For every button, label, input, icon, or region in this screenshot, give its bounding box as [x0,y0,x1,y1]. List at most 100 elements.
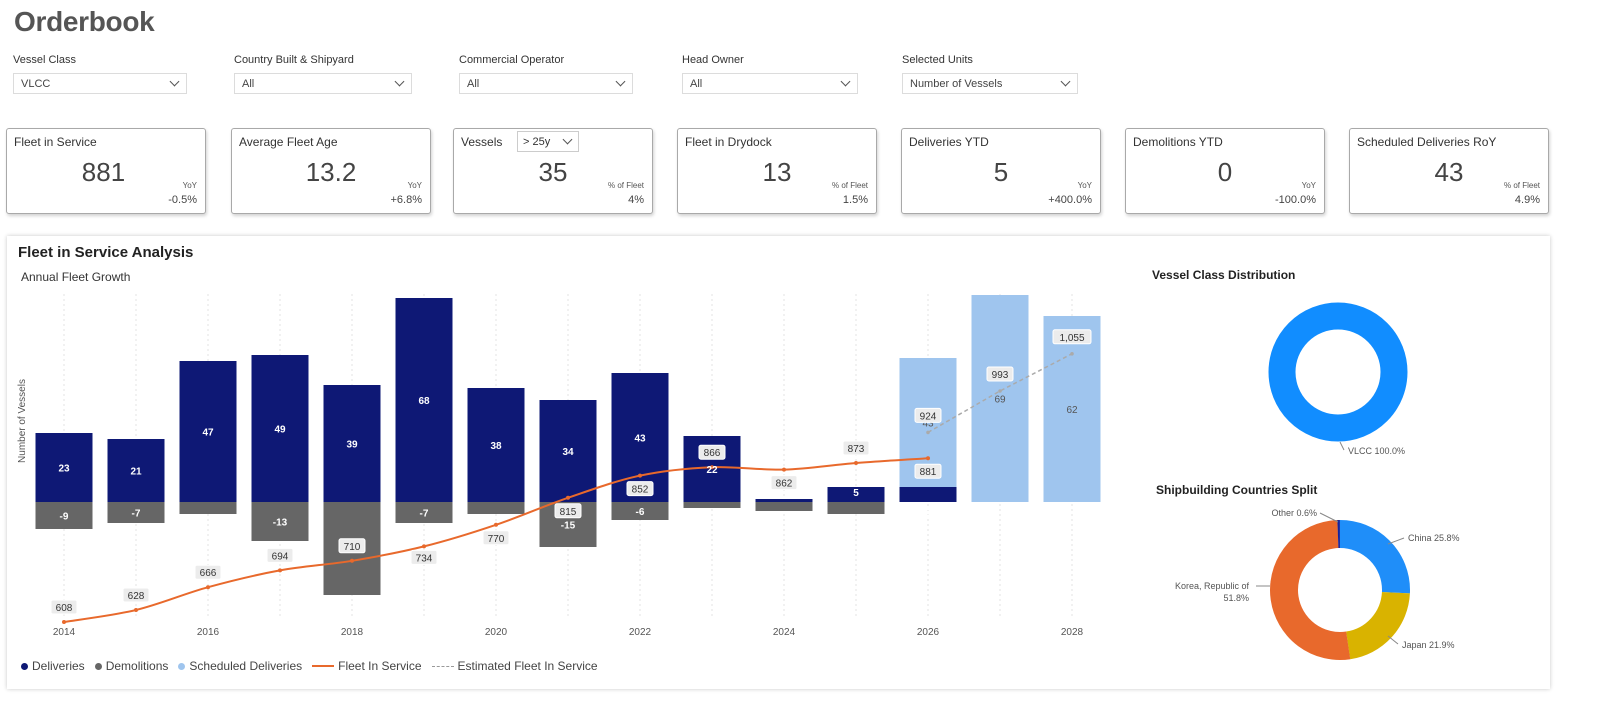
x-tick-label: 2022 [629,627,652,638]
delivery-value-label: 34 [562,447,574,458]
legend-line-estimated [431,665,454,667]
card-sub-label: % of Fleet [607,181,644,190]
korea-slice-percent: 51.8% [1223,593,1249,603]
chevron-down-icon [562,134,573,145]
vessel-class-label: Vessel Class [13,54,76,66]
delivery-value-label: 39 [346,440,358,451]
selected-units-slicer: Selected Units Number of Vessels [902,54,1078,94]
commercial-operator-label: Commercial Operator [459,54,565,66]
legend-estimated[interactable]: Estimated Fleet In Service [431,659,598,673]
vessel-age-dropdown[interactable]: > 25y [517,131,579,152]
fleet-value-label-box [194,564,222,580]
y-axis-title: Number of Vessels [17,379,28,463]
old-vessels-card: Vessels > 25y 35 % of Fleet 4% [453,128,653,214]
fleet-value-label: 608 [56,603,73,614]
x-tick-label: 2018 [341,627,364,638]
card-title: Scheduled Deliveries RoY [1357,135,1497,149]
scheduled-delivery-bar [971,295,1029,502]
card-change: -0.5% [168,194,197,206]
delivery-value-label: 49 [274,425,286,436]
fleet-value-label-box [842,440,870,456]
legend-demolitions[interactable]: Demolitions [94,659,168,673]
delivery-value-label: 47 [202,428,214,439]
estimated-fleet-point [926,430,930,435]
fleet-in-service-point [782,467,786,472]
card-sub-label: % of Fleet [1503,181,1540,190]
head-owner-value: All [690,78,703,90]
fleet-value-label: 873 [848,444,865,455]
delivery-bar [899,487,957,502]
estimated-value-label-box [1052,329,1092,345]
fleet-in-service-point [494,522,498,527]
demolitions-ytd-card: Demolitions YTD 0 YoY -100.0% [1125,128,1325,214]
shipbuilding-countries-title: Shipbuilding Countries Split [1156,483,1318,497]
fleet-in-service-point [926,456,930,461]
scheduled-deliveries-card: Scheduled Deliveries RoY 43 % of Fleet 4… [1349,128,1549,214]
fleet-value-label-box [338,538,366,554]
estimated-value-label: 1,055 [1059,333,1084,344]
chevron-down-icon [169,76,180,87]
demolition-value-label: -7 [420,509,429,520]
legend-scheduled[interactable]: Scheduled Deliveries [178,659,302,673]
vlcc-slice [1268,302,1408,442]
japan-slice-label: Japan 21.9% [1402,640,1455,650]
fleet-value-label: 734 [416,553,433,564]
page-title: Orderbook [14,6,155,37]
delivery-value-label: 22 [706,465,718,476]
legend-line-fleet [312,665,335,667]
card-value: 0 [1217,157,1233,187]
fleet-value-label-box [626,481,654,497]
delivery-bar [323,385,381,502]
demolition-bar [179,502,237,514]
legend-label: Scheduled Deliveries [189,659,303,673]
demolition-value-label: -7 [132,509,141,520]
fleet-in-service-point [638,473,642,478]
growth-chart-title: Annual Fleet Growth [21,270,131,284]
demolition-value-label: -13 [273,518,288,529]
country-built-dropdown[interactable]: All [234,73,412,94]
selected-units-dropdown[interactable]: Number of Vessels [902,73,1078,94]
x-tick-label: 2024 [773,627,796,638]
legend-label: Fleet In Service [338,659,422,673]
delivery-bar [35,433,93,502]
x-tick-label: 2014 [53,627,76,638]
legend-dot-demolitions [94,662,102,670]
card-value: 13 [762,157,792,187]
country-built-slicer: Country Built & Shipyard All [234,54,412,94]
delivery-bar [179,361,237,502]
fleet-value-label-box [266,547,294,563]
scheduled-delivery-bar [1043,316,1101,502]
demolition-bar [251,502,309,541]
commercial-operator-dropdown[interactable]: All [459,73,633,94]
card-title: Fleet in Drydock [685,135,772,149]
legend-fleet[interactable]: Fleet In Service [312,659,422,673]
card-sub-label: YoY [1301,181,1316,190]
fleet-value-label-box [482,530,510,546]
card-value: 881 [81,157,126,187]
delivery-bar [251,355,309,502]
head-owner-dropdown[interactable]: All [682,73,858,94]
legend-label: Deliveries [32,659,85,673]
delivery-value-label: 23 [58,464,70,475]
fleet-value-label: 710 [344,542,361,553]
legend-dot-scheduled [178,662,186,670]
x-tick-label: 2016 [197,627,220,638]
fleet-value-label: 694 [272,551,289,562]
head-owner-label: Head Owner [682,54,744,66]
fleet-value-label: 862 [776,479,793,490]
country-slice-korea [1270,520,1410,660]
fleet-in-drydock-card: Fleet in Drydock 13 % of Fleet 1.5% [677,128,877,214]
demolition-bar [755,502,813,511]
card-title: Fleet in Service [14,135,97,149]
legend-deliveries[interactable]: Deliveries [21,659,85,673]
card-sub-label: YoY [1077,181,1092,190]
vessel-class-dropdown[interactable]: VLCC [13,73,187,94]
country-built-label: Country Built & Shipyard [234,54,354,66]
estimated-fleet-point [1070,352,1074,356]
commercial-operator-slicer: Commercial Operator All [459,54,633,94]
vessel-class-value: VLCC [21,78,51,90]
card-title: Average Fleet Age [239,135,338,149]
fleet-in-service-point [134,608,138,612]
fleet-value-label-box [122,587,150,603]
card-change: -100.0% [1275,194,1316,206]
